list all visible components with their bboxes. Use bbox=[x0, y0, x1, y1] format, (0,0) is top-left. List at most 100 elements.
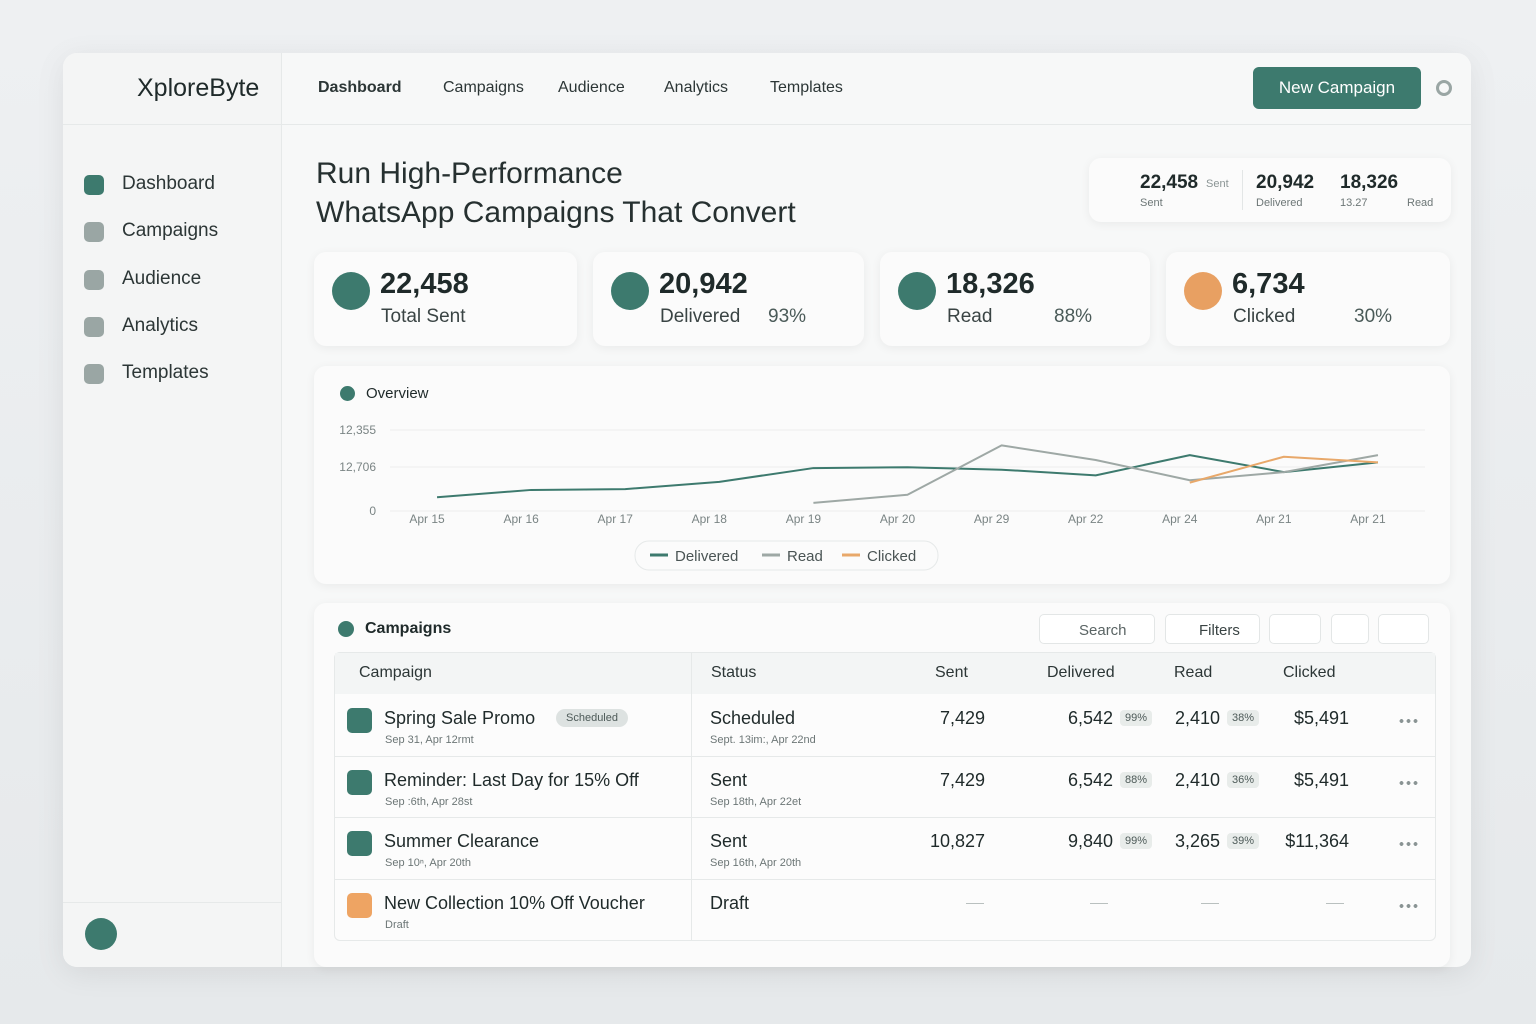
read-percent: 36% bbox=[1227, 771, 1260, 788]
stat-percent: 93% bbox=[768, 306, 807, 327]
top-nav-link[interactable]: Dashboard bbox=[318, 79, 402, 96]
series-line bbox=[436, 454, 1379, 499]
column-header[interactable]: Delivered bbox=[1047, 664, 1115, 681]
search-input[interactable]: Search bbox=[1039, 614, 1155, 644]
status: Scheduled bbox=[710, 708, 796, 728]
stat-value: 18,326 bbox=[946, 268, 1035, 300]
row-divider bbox=[335, 817, 1435, 818]
sidebar-icon bbox=[84, 269, 104, 290]
summary-number: 22,458 bbox=[1140, 172, 1199, 193]
list-view-button[interactable] bbox=[1378, 614, 1429, 644]
stat-label: Clicked bbox=[1233, 306, 1296, 327]
column-header[interactable]: Read bbox=[1174, 664, 1213, 681]
status-date: Sep 16th, Apr 20th bbox=[710, 857, 802, 869]
stat-value: 22,458 bbox=[380, 268, 469, 300]
status-badge: Scheduled bbox=[556, 709, 628, 727]
summary-caption: 13.27 bbox=[1340, 197, 1368, 209]
avatar[interactable] bbox=[85, 918, 117, 950]
column-header[interactable]: Clicked bbox=[1283, 664, 1336, 681]
brand: XploreByte bbox=[137, 74, 260, 102]
campaign-name[interactable]: New Collection 10% Off Voucher bbox=[384, 892, 645, 913]
campaigns-title: Campaigns bbox=[365, 620, 452, 637]
row-menu[interactable] bbox=[1398, 719, 1418, 723]
x-tick-label: Apr 19 bbox=[786, 512, 822, 526]
row-menu[interactable] bbox=[1398, 842, 1418, 846]
overview-icon bbox=[340, 386, 355, 401]
top-nav-link[interactable]: Audience bbox=[558, 79, 625, 96]
sidebar-link[interactable]: Analytics bbox=[122, 314, 199, 336]
sidebar-link[interactable]: Campaigns bbox=[122, 220, 219, 242]
top-nav-link[interactable]: Templates bbox=[770, 79, 843, 96]
sidebar-divider bbox=[63, 902, 282, 903]
campaigns-icon bbox=[338, 621, 354, 637]
campaign-date: Draft bbox=[385, 918, 409, 931]
row-icon bbox=[347, 831, 372, 856]
x-tick-label: Apr 20 bbox=[880, 512, 916, 526]
row-divider bbox=[335, 755, 1435, 757]
sent: 7,429 bbox=[939, 708, 985, 728]
row-menu[interactable] bbox=[1398, 903, 1418, 908]
delivered: 9,840 bbox=[1067, 831, 1113, 851]
status: Draft bbox=[710, 892, 750, 913]
stat-label: Delivered bbox=[660, 306, 741, 327]
summary-caption: Read bbox=[1407, 197, 1434, 209]
hero-line: WhatsApp Campaigns That Convert bbox=[316, 196, 796, 229]
empty-dash bbox=[966, 902, 984, 904]
stat-icon bbox=[898, 272, 936, 310]
campaign-date: Sep 31, Apr 12rmt bbox=[385, 734, 474, 746]
status: Sent bbox=[710, 831, 748, 851]
new-campaign-button[interactable]: New Campaign bbox=[1253, 67, 1421, 109]
status-date: Sep 18th, Apr 22et bbox=[710, 795, 802, 808]
read: 3,265 bbox=[1174, 831, 1220, 851]
brand-divider bbox=[63, 124, 282, 125]
status: Sent bbox=[710, 769, 748, 790]
sidebar-link[interactable]: Dashboard bbox=[122, 173, 215, 194]
clicked: $5,491 bbox=[1293, 769, 1349, 790]
row-divider bbox=[335, 878, 1435, 880]
column-header[interactable]: Sent bbox=[935, 664, 968, 681]
stat-label: Total Sent bbox=[381, 306, 466, 327]
read: 2,410 bbox=[1174, 769, 1220, 790]
campaign-name[interactable]: Spring Sale Promo bbox=[384, 708, 536, 728]
overview-title: Overview bbox=[366, 385, 429, 402]
legend-label: Clicked bbox=[867, 548, 916, 565]
x-tick-label: Apr 21 bbox=[1350, 512, 1386, 526]
row-icon bbox=[347, 892, 372, 918]
column-header: Campaign bbox=[359, 664, 432, 681]
summary-number: 20,942 bbox=[1256, 172, 1315, 193]
delivered-percent: 88% bbox=[1120, 771, 1153, 788]
settings-button[interactable] bbox=[1331, 614, 1369, 644]
summary-caption: Delivered bbox=[1256, 197, 1303, 209]
empty-dash bbox=[1326, 902, 1344, 904]
campaign-name[interactable]: Reminder: Last Day for 15% Off bbox=[384, 769, 639, 790]
stat-icon bbox=[332, 272, 370, 310]
top-nav-link[interactable]: Campaigns bbox=[443, 79, 524, 96]
sidebar-icon bbox=[84, 222, 104, 243]
x-tick-label: Apr 21 bbox=[1256, 512, 1292, 526]
read-percent: 38% bbox=[1227, 710, 1260, 726]
table-header bbox=[335, 653, 1435, 694]
x-tick-label: Apr 24 bbox=[1162, 512, 1198, 526]
sidebar-link[interactable]: Audience bbox=[122, 267, 202, 289]
legend-label: Read bbox=[787, 548, 823, 565]
stat-value: 6,734 bbox=[1232, 268, 1305, 300]
row-menu[interactable] bbox=[1398, 780, 1418, 785]
campaign-date: Sep 10ⁿ, Apr 20th bbox=[385, 857, 471, 869]
clicked: $5,491 bbox=[1293, 708, 1349, 728]
stat-icon bbox=[611, 272, 649, 310]
sidebar-link[interactable]: Templates bbox=[122, 362, 209, 384]
campaign-name[interactable]: Summer Clearance bbox=[384, 831, 540, 851]
legend bbox=[634, 540, 939, 571]
filters-button[interactable]: Filters bbox=[1165, 614, 1260, 644]
column-header[interactable]: Status bbox=[711, 664, 757, 681]
topbar-divider bbox=[282, 124, 1471, 125]
table bbox=[334, 652, 1436, 941]
summary-caption: Sent bbox=[1140, 197, 1163, 209]
top-nav-link[interactable]: Analytics bbox=[664, 79, 729, 96]
delivered: 6,542 bbox=[1067, 708, 1113, 728]
campaign-date: Sep :6th, Apr 28st bbox=[385, 795, 473, 808]
grid-view-button[interactable] bbox=[1269, 614, 1321, 644]
settings-icon[interactable] bbox=[1436, 80, 1452, 96]
